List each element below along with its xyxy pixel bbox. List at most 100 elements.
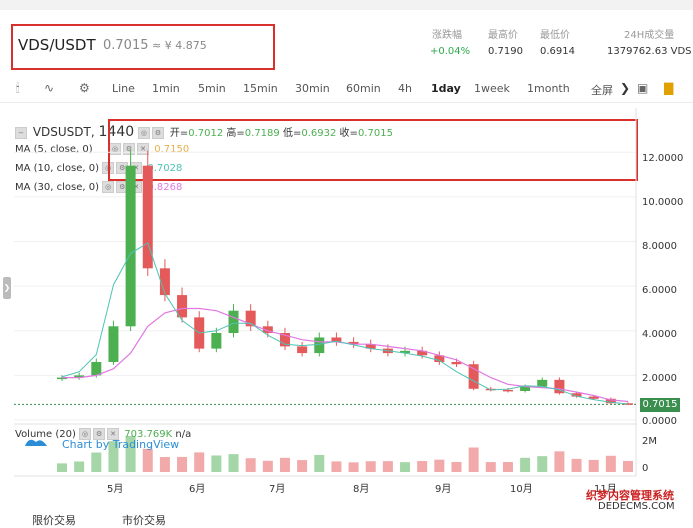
legend-ma5-value: 0.7150 bbox=[154, 144, 190, 155]
volume-bar bbox=[451, 461, 462, 472]
last-price-tag: 0.7015 bbox=[640, 398, 680, 412]
candle-body bbox=[502, 389, 513, 392]
volume-bar bbox=[537, 456, 548, 472]
legend-high: 0.7189 bbox=[244, 128, 280, 139]
stat-label-high: 最高价 bbox=[488, 30, 518, 41]
interval-30min[interactable]: 30min bbox=[295, 82, 330, 95]
volume-bar bbox=[159, 457, 170, 472]
volume-bar bbox=[400, 462, 411, 472]
x-tick-label: 9月 bbox=[435, 484, 452, 495]
volume-bar bbox=[74, 461, 85, 472]
y-tick-label: 2.0000 bbox=[642, 373, 677, 384]
volume-bar bbox=[91, 452, 102, 472]
tradingview-brand[interactable]: Chart by TradingView bbox=[62, 438, 180, 451]
ma30-line bbox=[62, 307, 629, 403]
interval-1day[interactable]: 1day bbox=[431, 82, 461, 95]
tab-limit-order[interactable]: 限价交易 bbox=[32, 514, 76, 527]
legend-ma10-value: 0.7028 bbox=[147, 163, 183, 174]
volume-bar bbox=[502, 462, 513, 472]
candle-body bbox=[297, 346, 308, 354]
side-panel-handle[interactable]: ❯ bbox=[3, 277, 11, 299]
bar-chart-icon[interactable]: ▇ bbox=[664, 81, 674, 95]
candle-body bbox=[451, 362, 462, 365]
eye-icon[interactable]: ◎ bbox=[79, 428, 92, 440]
interval-5min[interactable]: 5min bbox=[198, 82, 226, 95]
volume-bar bbox=[571, 458, 582, 472]
candle-body bbox=[417, 350, 428, 356]
volume-bar bbox=[623, 460, 633, 472]
legend-ma30-value: 0.8268 bbox=[147, 182, 183, 193]
candle-body bbox=[468, 364, 479, 389]
volume-bar bbox=[348, 462, 359, 472]
y-tick-label: 8.0000 bbox=[642, 241, 677, 252]
close-icon[interactable]: ✕ bbox=[107, 428, 120, 440]
candle-body bbox=[554, 379, 565, 394]
legend-symbol: VDSUSDT bbox=[32, 125, 91, 139]
candle-body bbox=[365, 344, 376, 349]
volume-bar bbox=[468, 447, 479, 472]
fullscreen-button[interactable]: 全屏 bbox=[591, 84, 613, 97]
interval-1week[interactable]: 1week bbox=[474, 82, 510, 95]
candles-icon[interactable]: 🕯 bbox=[16, 81, 20, 95]
volume-extra: n/a bbox=[175, 429, 192, 440]
ma-highlight-box bbox=[108, 119, 638, 181]
gear-icon[interactable]: ⚙ bbox=[151, 126, 164, 139]
candle-body bbox=[314, 337, 325, 354]
volume-tick-label: 0 bbox=[642, 463, 649, 474]
volume-bar bbox=[554, 451, 565, 472]
volume-bar bbox=[365, 461, 376, 472]
candle-body bbox=[245, 310, 256, 327]
legend-interval: 1440 bbox=[98, 124, 135, 140]
candle-body bbox=[125, 165, 136, 327]
interval-60min[interactable]: 60min bbox=[346, 82, 381, 95]
volume-bar bbox=[297, 460, 308, 472]
stat-value-high: 0.7190 bbox=[488, 46, 523, 57]
volume-tick-label: 2M bbox=[642, 436, 657, 447]
stat-label-volume: 24H成交量 bbox=[624, 30, 675, 41]
tab-market-order[interactable]: 市价交易 bbox=[122, 514, 166, 527]
volume-bar bbox=[245, 458, 256, 472]
legend-close: 0.7015 bbox=[357, 128, 393, 139]
interval-15min[interactable]: 15min bbox=[243, 82, 278, 95]
interval-1min[interactable]: 1min bbox=[152, 82, 180, 95]
eye-icon[interactable]: ◎ bbox=[102, 181, 115, 193]
volume-legend: Volume (20) ◎ ⚙ ✕ 703.769K n/a bbox=[15, 428, 192, 440]
settings-icon[interactable]: ⚙ bbox=[79, 81, 90, 95]
screenshot-icon[interactable]: ▣ bbox=[637, 81, 649, 95]
stat-label-change: 涨跌幅 bbox=[432, 30, 462, 41]
x-tick-label: 8月 bbox=[353, 484, 370, 495]
pair-highlight-box bbox=[11, 24, 275, 70]
candle-body bbox=[279, 333, 290, 347]
interval-4h[interactable]: 4h bbox=[398, 82, 412, 95]
collapse-icon[interactable]: − bbox=[15, 126, 27, 139]
x-tick-label: 11月 bbox=[594, 484, 617, 495]
candle-body bbox=[588, 396, 599, 399]
interval-line[interactable]: Line bbox=[112, 82, 135, 95]
chevron-right-icon[interactable]: ❯ bbox=[620, 81, 631, 95]
pair-name[interactable]: VDS/USDT bbox=[18, 36, 96, 54]
interval-1month[interactable]: 1month bbox=[527, 82, 570, 95]
legend-open: 0.7012 bbox=[188, 128, 224, 139]
candle-body bbox=[520, 386, 531, 391]
stat-value-volume: 1379762.63 VDS bbox=[607, 46, 692, 57]
candle-body bbox=[108, 326, 119, 362]
volume-bar bbox=[108, 441, 119, 472]
pair-price: 0.7015 bbox=[103, 38, 149, 53]
gear-icon[interactable]: ⚙ bbox=[93, 428, 106, 440]
volume-bar bbox=[331, 461, 342, 472]
candle-body bbox=[159, 268, 170, 296]
stat-value-low: 0.6914 bbox=[540, 46, 575, 57]
line-chart-icon[interactable]: ∿ bbox=[44, 81, 55, 95]
x-tick-label: 7月 bbox=[269, 484, 286, 495]
x-tick-label: 6月 bbox=[189, 484, 206, 495]
eye-icon[interactable]: ◎ bbox=[137, 126, 150, 139]
candle-body bbox=[142, 165, 153, 269]
toolbar-divider bbox=[0, 102, 693, 103]
candle-body bbox=[262, 326, 273, 333]
volume-bar bbox=[142, 448, 153, 472]
candle-body bbox=[348, 341, 359, 345]
legend-low: 0.6932 bbox=[301, 128, 337, 139]
legend-ma5: MA (5, close, 0) ◎ ⚙ ✕ 0.7150 bbox=[15, 143, 190, 155]
candle-body bbox=[571, 393, 582, 397]
